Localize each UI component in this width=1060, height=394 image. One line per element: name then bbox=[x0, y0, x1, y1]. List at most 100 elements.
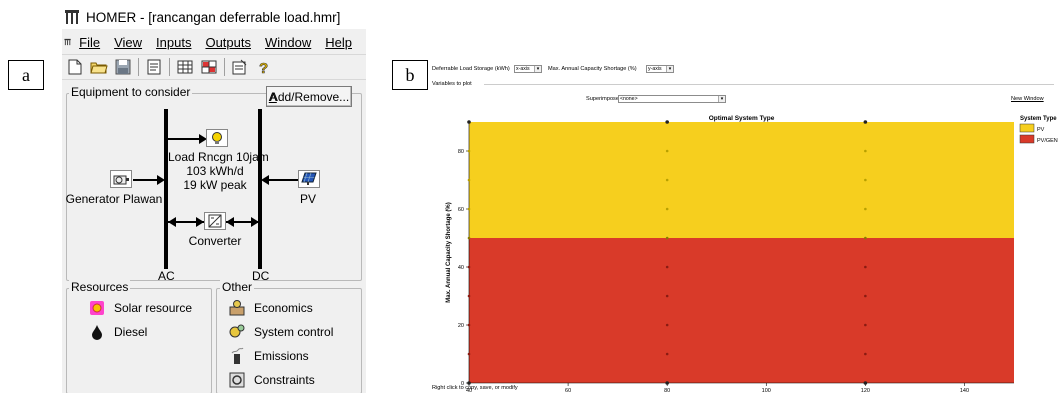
sample-point bbox=[864, 149, 867, 153]
equipment-group bbox=[66, 93, 362, 281]
system-control-label: System control bbox=[254, 325, 334, 339]
economics-item[interactable]: Economics bbox=[228, 299, 313, 317]
y-axis-title: Max. Annual Capacity Shortage (%) bbox=[446, 202, 452, 302]
generator-connector bbox=[133, 179, 163, 181]
help-icon[interactable]: ? bbox=[254, 57, 274, 77]
sample-point bbox=[467, 294, 471, 298]
emissions-item[interactable]: Emissions bbox=[228, 347, 309, 365]
legend-swatch bbox=[1019, 134, 1035, 144]
load-name: Load Rncgn 10jam bbox=[168, 150, 269, 164]
other-group bbox=[216, 288, 362, 393]
menu-file[interactable]: File bbox=[79, 34, 101, 50]
save-disk-icon[interactable] bbox=[113, 57, 133, 77]
x-tick-label: 100 bbox=[762, 388, 771, 394]
menu-help[interactable]: Help bbox=[325, 34, 352, 50]
chevron-down-icon: ▾ bbox=[718, 96, 725, 102]
sample-point bbox=[467, 323, 471, 327]
legend-label: PV/GEN bbox=[1037, 138, 1058, 144]
diesel-drop-icon bbox=[88, 323, 106, 341]
diesel-item[interactable]: Diesel bbox=[88, 323, 147, 341]
y-variable-select[interactable]: y-axis ▾ bbox=[646, 65, 674, 73]
equipment-label: Equipment to consider bbox=[69, 85, 193, 99]
superimposed-select[interactable]: <none> ▾ bbox=[618, 95, 726, 103]
superimposed-label: Superimposed bbox=[586, 96, 623, 102]
sample-point bbox=[467, 149, 471, 153]
properties-icon[interactable] bbox=[230, 57, 250, 77]
economics-icon bbox=[228, 299, 246, 317]
converter-connector-dc bbox=[226, 221, 258, 223]
solar-resource-label: Solar resource bbox=[114, 301, 193, 315]
sample-point bbox=[665, 381, 669, 385]
emissions-label: Emissions bbox=[254, 349, 309, 363]
x-variable-label: Deferrable Load Storage (kWh) bbox=[432, 66, 510, 72]
converter-connector-ac bbox=[168, 221, 204, 223]
sample-point bbox=[665, 149, 669, 153]
grid-chart-icon[interactable] bbox=[199, 57, 219, 77]
y-tick-label: 0 bbox=[461, 381, 464, 387]
y-tick-label: 60 bbox=[458, 207, 464, 213]
x-tick-label: 120 bbox=[861, 388, 870, 394]
sample-point bbox=[467, 265, 471, 269]
load-peak: 19 kW peak bbox=[183, 178, 247, 192]
solar-resource-item[interactable]: Solar resource bbox=[88, 299, 192, 317]
report-icon[interactable] bbox=[144, 57, 164, 77]
sample-point bbox=[467, 352, 471, 356]
sample-point bbox=[467, 381, 471, 385]
sample-point bbox=[864, 236, 867, 240]
emissions-icon bbox=[228, 347, 246, 365]
document-window-icon[interactable] bbox=[64, 34, 71, 50]
add-remove-button[interactable]: A Add/Remove... bbox=[266, 86, 352, 107]
svg-text:?: ? bbox=[259, 60, 268, 75]
ac-bus bbox=[164, 109, 168, 269]
x-tick-label: 80 bbox=[664, 388, 670, 394]
sample-point bbox=[864, 178, 867, 182]
panel-label-b: b bbox=[392, 60, 428, 90]
panel-label-a: a bbox=[8, 60, 44, 90]
dc-label: DC bbox=[252, 269, 270, 283]
converter-arrow-left-icon bbox=[168, 217, 176, 227]
open-folder-icon[interactable] bbox=[89, 57, 109, 77]
pv-label: PV bbox=[299, 192, 316, 206]
other-label: Other bbox=[220, 280, 255, 294]
sample-point bbox=[665, 294, 669, 298]
system-control-item[interactable]: System control bbox=[228, 323, 333, 341]
converter-arrow-left-icon bbox=[226, 217, 234, 227]
optimal-system-type-chart: Optimal System Type 40 60 80 100 120 140 0 20 40 6… bbox=[446, 115, 1058, 394]
sample-point bbox=[467, 178, 471, 182]
menu-view[interactable]: View bbox=[114, 34, 143, 50]
y-tick-label: 80 bbox=[458, 149, 464, 155]
x-variable-select[interactable]: x-axis ▾ bbox=[514, 65, 542, 73]
converter-label: Converter bbox=[188, 234, 242, 248]
sample-point bbox=[665, 352, 669, 356]
menu-window[interactable]: Window bbox=[265, 34, 312, 50]
region-pv bbox=[469, 122, 1014, 238]
toolbar-separator bbox=[169, 58, 170, 76]
pv-arrow-icon bbox=[261, 175, 269, 185]
chart-hint-text: Right click to copy, save, or modify bbox=[432, 385, 518, 391]
menu-outputs[interactable]: Outputs bbox=[205, 34, 251, 50]
ac-label: AC bbox=[158, 269, 175, 283]
load-energy: 103 kWh/d bbox=[186, 164, 244, 178]
menu-inputs[interactable]: Inputs bbox=[156, 34, 192, 50]
generator-icon[interactable] bbox=[110, 170, 132, 188]
solar-resource-icon bbox=[88, 299, 106, 317]
legend-title: System Type bbox=[1020, 116, 1057, 122]
converter-icon[interactable] bbox=[204, 212, 226, 230]
pv-panel-icon[interactable] bbox=[298, 170, 320, 188]
new-window-button[interactable]: New Window bbox=[1011, 96, 1044, 102]
sample-point bbox=[665, 265, 669, 269]
generator-label: Generator Plawan bbox=[65, 192, 163, 206]
title-bar: HOMER - [rancangan deferrable load.hmr] bbox=[62, 5, 366, 29]
economics-label: Economics bbox=[254, 301, 313, 315]
constraints-item[interactable]: Constraints bbox=[228, 371, 315, 389]
x-tick-label: 60 bbox=[565, 388, 571, 394]
load-bulb-icon[interactable] bbox=[206, 129, 228, 147]
new-file-icon[interactable] bbox=[65, 57, 85, 77]
table-icon[interactable] bbox=[175, 57, 195, 77]
sample-point bbox=[665, 323, 669, 327]
window-title: HOMER - [rancangan deferrable load.hmr] bbox=[86, 9, 341, 25]
load-connector bbox=[168, 138, 204, 140]
resources-group bbox=[66, 288, 212, 393]
constraints-icon bbox=[228, 371, 246, 389]
chevron-down-icon: ▾ bbox=[534, 66, 541, 72]
